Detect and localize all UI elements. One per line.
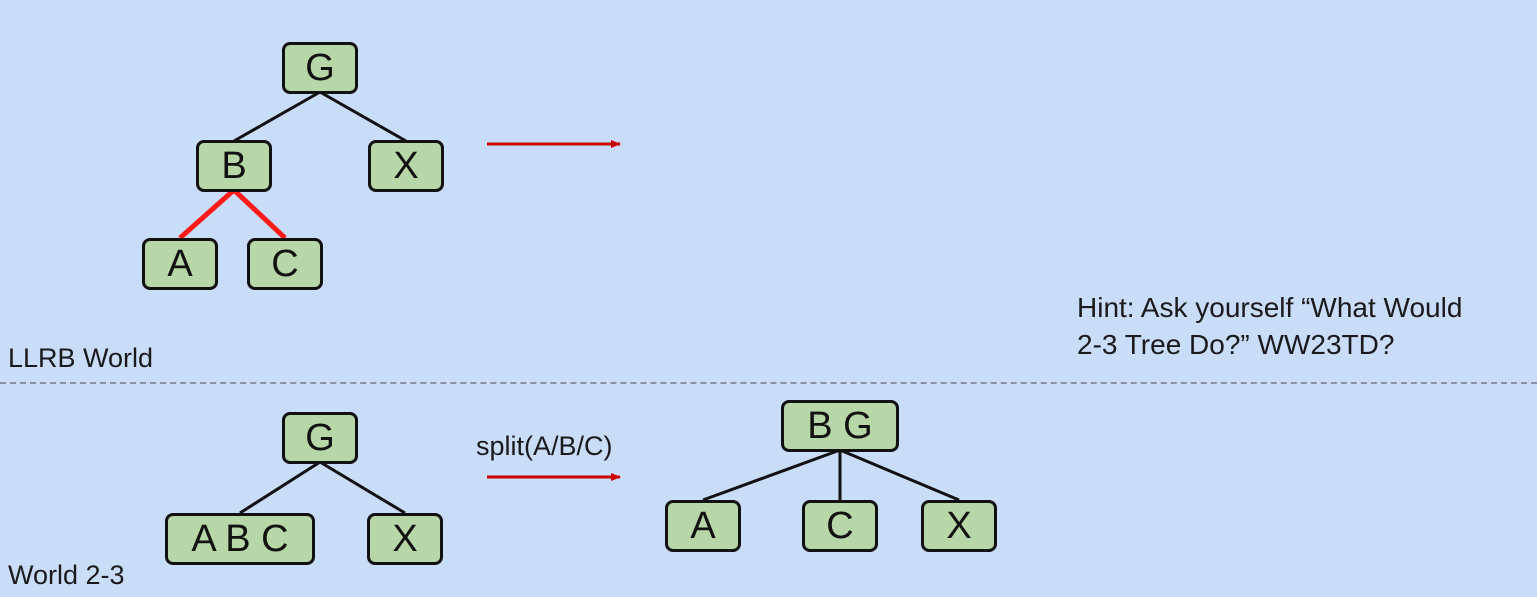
tree23-link-g-abc — [240, 462, 320, 513]
hint-text: Hint: Ask yourself “What Would 2-3 Tree … — [1077, 289, 1462, 363]
tree23-after-node-a: A — [665, 500, 741, 552]
hint-line-2: 2-3 Tree Do?” WW23TD? — [1077, 326, 1462, 363]
llrb-node-b: B — [196, 140, 272, 192]
tree23-after-link-bg-a — [703, 450, 840, 500]
llrb-node-c: C — [247, 238, 323, 290]
tree23-node-g: G — [282, 412, 358, 464]
tree23-node-x: X — [367, 513, 443, 565]
llrb-node-x: X — [368, 140, 444, 192]
world-2-3-label: World 2-3 — [8, 560, 125, 591]
tree23-after-link-bg-x — [840, 450, 959, 500]
llrb-node-g: G — [282, 42, 358, 94]
llrb-red-link-b-c — [234, 190, 285, 238]
llrb-link-g-b — [234, 92, 320, 141]
tree23-after-node-x: X — [921, 500, 997, 552]
section-divider — [0, 382, 1537, 384]
split-operation-label: split(A/B/C) — [476, 431, 613, 462]
tree23-node-abc: A B C — [165, 513, 315, 565]
tree23-after-node-c: C — [802, 500, 878, 552]
tree23-after-node-bg: B G — [781, 400, 899, 452]
llrb-red-link-b-a — [180, 190, 234, 238]
llrb-link-g-x — [320, 92, 406, 141]
llrb-node-a: A — [142, 238, 218, 290]
tree23-link-g-x — [320, 462, 405, 513]
llrb-world-label: LLRB World — [8, 343, 153, 374]
hint-line-1: Hint: Ask yourself “What Would — [1077, 289, 1462, 326]
